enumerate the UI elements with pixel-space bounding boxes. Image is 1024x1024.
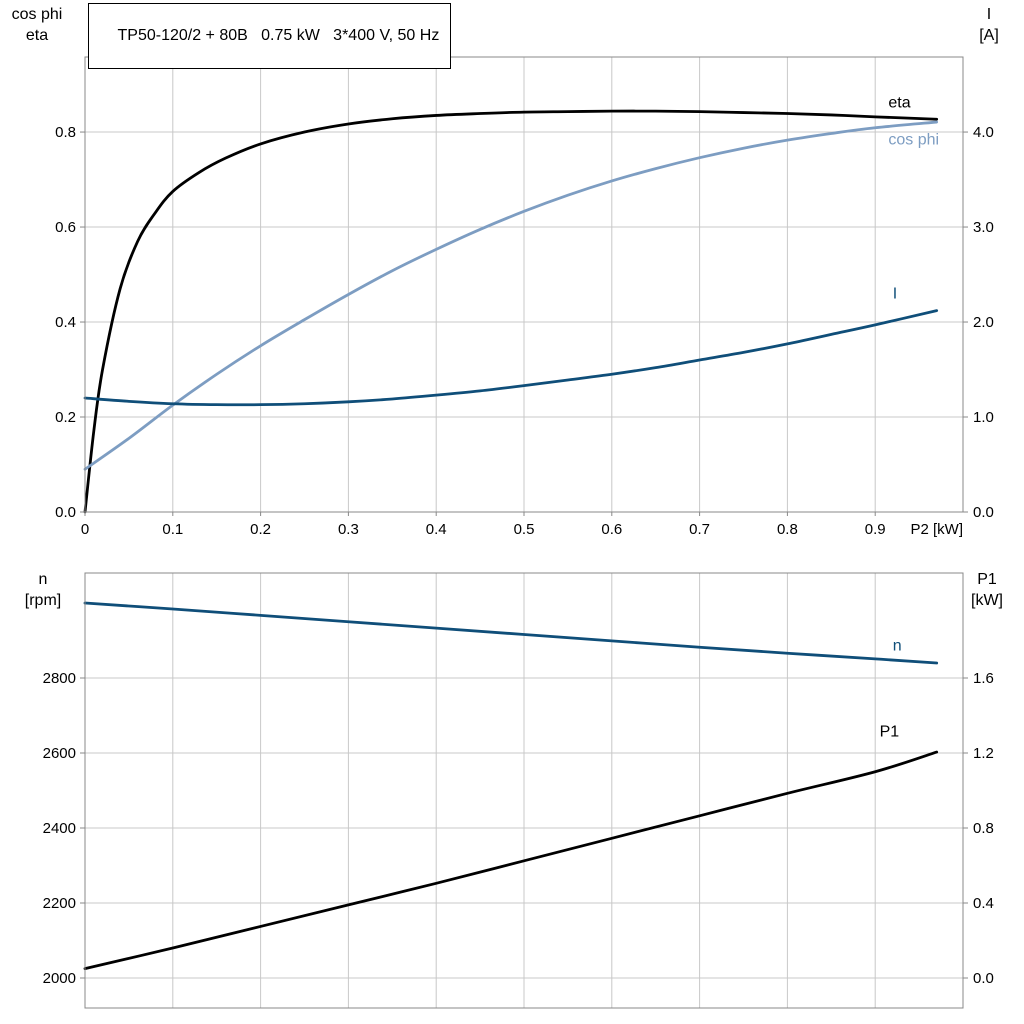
bottom-right-axis-title: P1 [kW] — [956, 569, 1018, 611]
left-tick-label: 0.8 — [55, 124, 76, 141]
axis-label-speed: n — [38, 571, 48, 588]
bottom-left-axis-title: n [rpm] — [8, 569, 78, 611]
plot-border — [84, 572, 964, 1009]
axis-label-current-unit: [A] — [979, 27, 999, 44]
cos-phi-curve-label: cos phi — [888, 132, 939, 149]
eta-curve — [83, 109, 939, 514]
x-axis-unit-label: P2 [kW] — [910, 521, 963, 538]
x-tick-label: 0.5 — [514, 521, 535, 538]
chart-title: TP50-120/2 + 80B 0.75 kW 3*400 V, 50 Hz — [117, 27, 440, 44]
right-tick-label: 1.6 — [973, 670, 994, 687]
speed-curve-label: n — [893, 637, 902, 654]
left-tick-label: 0.6 — [55, 219, 76, 236]
axis-label-current: I — [986, 6, 992, 23]
axis-label-p1-unit: [kW] — [971, 592, 1003, 609]
axis-label-cos-phi: cos phi — [11, 6, 63, 23]
top-left-axis-title: cos phi eta — [4, 4, 70, 46]
x-tick-label: 0.7 — [689, 521, 710, 538]
right-tick-label: 0.4 — [973, 895, 994, 912]
right-tick-label: 1.0 — [973, 409, 994, 426]
x-tick-label: 0.8 — [777, 521, 798, 538]
cos-phi-curve — [83, 120, 939, 471]
right-tick-label: 1.2 — [973, 745, 994, 762]
left-tick-label: 2800 — [43, 670, 76, 687]
x-tick-label: 0.1 — [162, 521, 183, 538]
x-tick-label: 0.3 — [338, 521, 359, 538]
left-tick-label: 2000 — [43, 970, 76, 987]
eta-curve-label: eta — [888, 95, 910, 112]
axis-label-speed-unit: [rpm] — [24, 592, 62, 609]
right-tick-label: 3.0 — [973, 219, 994, 236]
p1-curve — [83, 750, 939, 971]
current-curve-label: I — [893, 286, 897, 303]
left-tick-label: 0.2 — [55, 409, 76, 426]
right-tick-label: 4.0 — [973, 124, 994, 141]
top-right-axis-title: I [A] — [960, 4, 1018, 46]
x-tick-label: 0.2 — [250, 521, 271, 538]
x-tick-label: 0.4 — [426, 521, 447, 538]
axis-label-eta: eta — [25, 27, 49, 44]
left-tick-label: 0.0 — [55, 504, 76, 521]
p1-curve-label: P1 — [880, 723, 900, 740]
x-tick-label: 0.6 — [601, 521, 622, 538]
top-chart: eta cos phi I 0.0 0.2 0.4 0.6 0.8 0.0 1.0 2.0 3.0 4.… — [55, 56, 994, 538]
speed-curve — [83, 601, 939, 665]
axis-label-p1: P1 — [977, 571, 997, 588]
left-tick-label: 2600 — [43, 745, 76, 762]
x-tick-label: 0.9 — [865, 521, 886, 538]
right-tick-label: 0.8 — [973, 820, 994, 837]
left-tick-label: 2400 — [43, 820, 76, 837]
right-tick-label: 0.0 — [973, 970, 994, 987]
right-tick-label: 2.0 — [973, 314, 994, 331]
right-tick-label: 0.0 — [973, 504, 994, 521]
bottom-chart: n P1 2000 2200 2400 2600 2800 0.0 0.4 0.8 1.2 1.6 — [43, 572, 994, 1009]
x-tick-label: 0 — [81, 521, 89, 538]
current-curve — [83, 309, 939, 407]
left-tick-label: 2200 — [43, 895, 76, 912]
chart-title-box: TP50-120/2 + 80B 0.75 kW 3*400 V, 50 Hz — [88, 3, 452, 69]
left-tick-label: 0.4 — [55, 314, 76, 331]
